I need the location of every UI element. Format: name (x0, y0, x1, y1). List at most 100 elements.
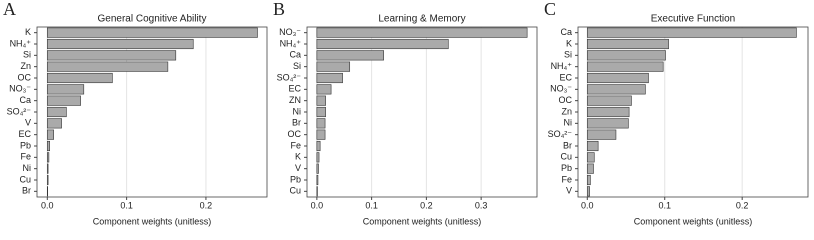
y-tick-label: Br (292, 118, 301, 128)
x-axis-label: Component weights (unitless) (363, 216, 482, 226)
bar (586, 50, 666, 61)
bar (586, 174, 591, 186)
y-tick-label: NO₃⁻ (550, 84, 572, 94)
x-axis-label: Component weights (unitless) (634, 216, 753, 226)
y-tick-label: Si (564, 50, 572, 60)
y-tick-label: Br (563, 140, 572, 150)
bar (316, 84, 332, 95)
x-tick-label: 0.2 (200, 200, 213, 210)
y-tick-label: Pb (561, 163, 572, 173)
x-tick-label: 0.2 (420, 200, 433, 210)
y-tick-label: EC (288, 84, 301, 94)
bar (47, 163, 49, 174)
y-tick-label: Si (293, 61, 301, 71)
bar (47, 140, 50, 152)
bar (316, 27, 528, 38)
x-tick-label: 0.0 (581, 200, 594, 210)
y-tick-label: Ni (293, 106, 302, 116)
bar (47, 118, 62, 129)
bar (47, 174, 49, 186)
y-tick-label: Ca (560, 27, 572, 37)
bar (316, 186, 318, 197)
y-tick-label: Pb (290, 174, 301, 184)
bar (316, 118, 326, 129)
bar (316, 174, 319, 186)
bar (316, 72, 343, 84)
bar (47, 72, 113, 84)
y-tick-label: SO₄²⁻ (7, 106, 32, 116)
y-tick-label: SO₄²⁻ (548, 129, 573, 139)
bar (586, 129, 617, 140)
x-tick-label: 0.0 (41, 200, 54, 210)
bar (47, 84, 85, 95)
plot-border (306, 26, 538, 198)
y-tick-label: Cu (19, 174, 31, 184)
y-tick-label: Fe (561, 174, 572, 184)
panel-label: B (273, 0, 285, 19)
bar (586, 118, 629, 129)
bar (586, 186, 590, 197)
bar (586, 27, 797, 38)
figure: A General Cognitive Ability 0.0 0.1 0.2 K NH₄⁺… (3, 0, 809, 226)
bar (316, 163, 319, 174)
bar (47, 106, 67, 118)
y-tick-label: NH₄⁺ (280, 38, 302, 48)
x-tick-label: 0.3 (475, 200, 488, 210)
y-tick-label: Fe (290, 140, 301, 150)
y-tick-label: NO₃⁻ (279, 27, 301, 37)
bar (586, 84, 646, 95)
y-tick-label: K (566, 38, 572, 48)
bar (47, 61, 169, 72)
bar (586, 140, 599, 152)
y-tick-label: Ca (289, 50, 301, 60)
bar (316, 61, 351, 72)
bar (316, 50, 384, 61)
y-tick-label: Ca (19, 95, 31, 105)
bar (47, 129, 54, 140)
panel-label: A (3, 0, 16, 19)
bar (586, 95, 632, 106)
bar (47, 50, 177, 61)
x-tick-label: 0.0 (311, 200, 324, 210)
bar (586, 61, 664, 72)
y-tick-label: Zn (20, 61, 31, 71)
bar (47, 38, 194, 50)
x-tick-label: 0.1 (365, 200, 378, 210)
bar (47, 152, 50, 163)
x-tick-label: 0.2 (736, 200, 749, 210)
chart-title: General Cognitive Ability (98, 14, 207, 25)
bar (316, 95, 326, 106)
y-tick-label: NH₄⁺ (551, 61, 573, 71)
bar (586, 152, 595, 163)
y-tick-label: Cu (289, 186, 301, 196)
y-tick-label: OC (18, 72, 32, 82)
x-tick-label: 0.1 (658, 200, 671, 210)
y-tick-label: Fe (20, 152, 31, 162)
y-tick-label: SO₄²⁻ (277, 72, 302, 82)
y-tick-label: Zn (561, 106, 572, 116)
y-tick-label: EC (559, 72, 572, 82)
bar (316, 140, 321, 152)
bar (316, 129, 326, 140)
y-tick-label: Pb (20, 140, 31, 150)
y-tick-label: EC (18, 129, 31, 139)
bar (316, 38, 449, 50)
y-tick-label: Si (23, 50, 31, 60)
y-tick-label: ZN (289, 95, 301, 105)
x-axis-label: Component weights (unitless) (93, 216, 212, 226)
bar (586, 72, 649, 84)
y-tick-label: V (25, 118, 31, 128)
y-tick-label: NO₃⁻ (9, 84, 31, 94)
bar (586, 106, 630, 118)
y-tick-label: OC (559, 95, 573, 105)
bar (316, 106, 326, 118)
plot-border (36, 26, 268, 198)
y-tick-label: OC (288, 129, 302, 139)
bar (586, 38, 669, 50)
bar (47, 95, 81, 106)
y-tick-label: Ni (564, 118, 573, 128)
plot-border (577, 26, 809, 198)
bar (316, 152, 320, 163)
y-tick-label: NH₄⁺ (10, 38, 32, 48)
y-tick-label: K (295, 152, 301, 162)
